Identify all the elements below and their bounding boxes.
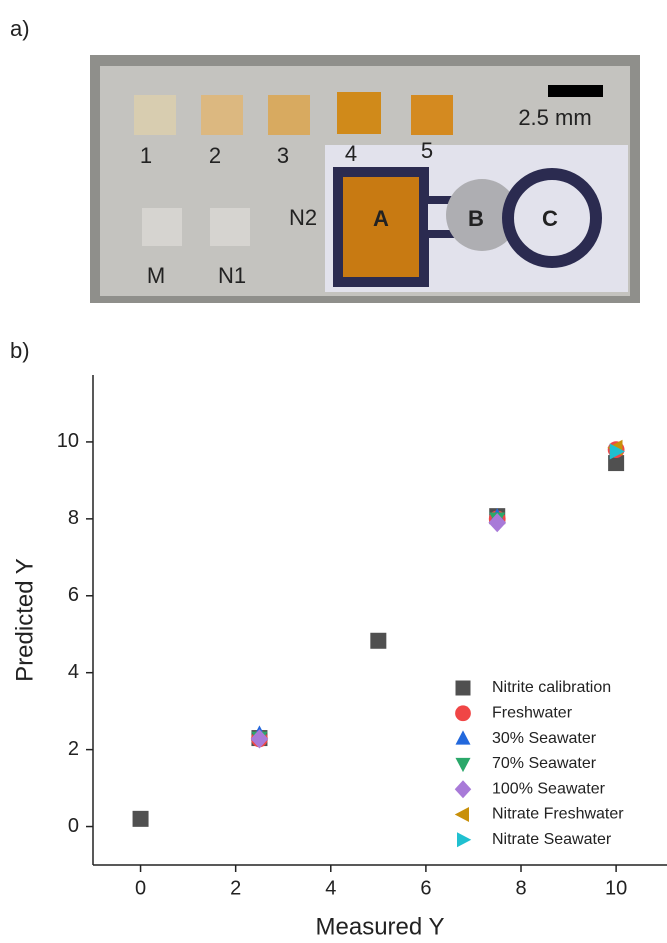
y-tick-label: 10: [57, 430, 79, 452]
y-tick-label: 4: [68, 661, 79, 683]
scale-label: 2.5 mm: [518, 105, 591, 130]
pad: [411, 95, 453, 135]
scale-bar: [548, 85, 603, 97]
photo: [90, 55, 640, 303]
zone-c: [502, 168, 602, 268]
legend-label: Nitrate Seawater: [492, 831, 612, 848]
photo-label: 4: [345, 141, 357, 166]
point: [488, 513, 507, 533]
point: [609, 443, 625, 460]
y-tick-label: 2: [68, 738, 79, 760]
x-tick-label: 4: [325, 877, 336, 899]
pad: [142, 208, 182, 246]
y-tick-label: 8: [68, 507, 79, 529]
legend-marker: [455, 705, 471, 722]
pad: [210, 208, 250, 246]
photo-label: 5: [421, 138, 433, 163]
y-tick-label: 0: [68, 815, 79, 837]
point: [250, 729, 269, 749]
point: [370, 632, 387, 649]
legend-marker: [457, 832, 472, 848]
legend-label: Nitrate Freshwater: [492, 806, 624, 823]
point: [608, 455, 625, 472]
legend-marker: [454, 780, 472, 799]
photo-label: N1: [218, 263, 246, 288]
x-tick-label: 8: [515, 877, 526, 899]
photo-label: A: [373, 206, 389, 231]
legend-label: 100% Seawater: [492, 780, 606, 797]
legend-label: Freshwater: [492, 705, 573, 722]
photo-label: M: [147, 263, 165, 288]
x-tick-label: 10: [605, 877, 627, 899]
x-tick-label: 2: [230, 877, 241, 899]
panel-label: b): [10, 338, 30, 363]
photo-label: 3: [277, 143, 289, 168]
photo-label: 1: [140, 143, 152, 168]
legend-marker: [455, 730, 471, 745]
point: [132, 810, 149, 827]
pad: [268, 95, 310, 135]
x-axis-label: Measured Y: [316, 913, 445, 940]
pad: [337, 92, 381, 134]
photo-label: N2: [289, 205, 317, 230]
pad: [134, 95, 176, 135]
panel-label: a): [10, 16, 30, 41]
legend-label: 70% Seawater: [492, 755, 597, 772]
photo-label: C: [542, 206, 558, 231]
legend-label: 30% Seawater: [492, 730, 597, 747]
legend-marker: [454, 807, 469, 822]
photo-label: B: [468, 206, 484, 231]
legend-marker: [455, 680, 471, 696]
x-tick-label: 0: [135, 877, 146, 899]
y-tick-label: 6: [68, 584, 79, 606]
x-tick-label: 6: [420, 877, 431, 899]
y-axis-label: Predicted Y: [11, 558, 38, 682]
photo-label: 2: [209, 143, 221, 168]
zone-b: [446, 179, 518, 251]
legend-label: Nitrite calibration: [492, 679, 611, 696]
legend-marker: [455, 757, 471, 773]
pad: [201, 95, 243, 135]
